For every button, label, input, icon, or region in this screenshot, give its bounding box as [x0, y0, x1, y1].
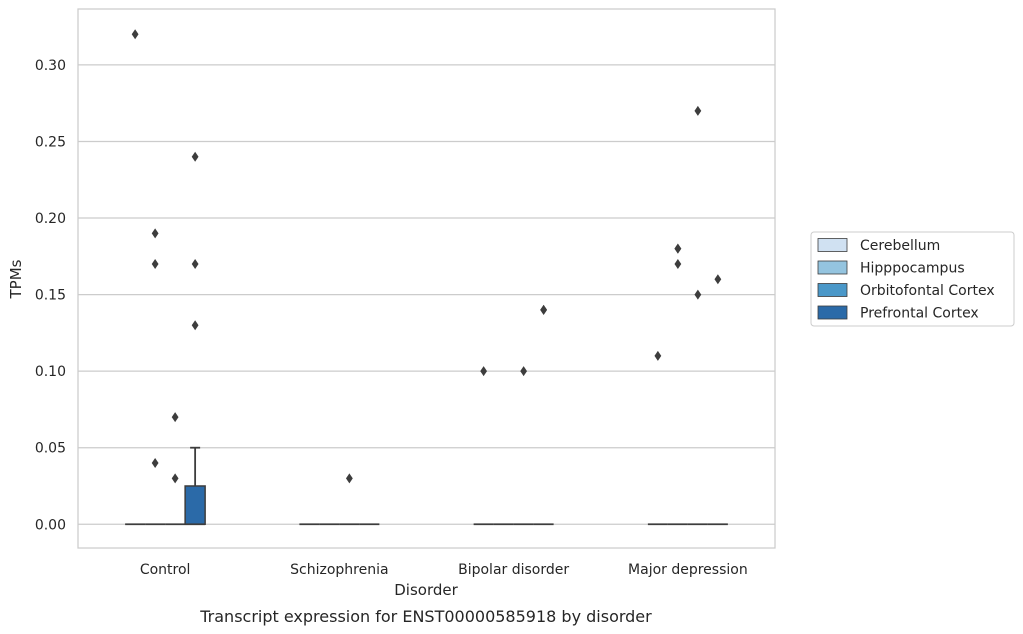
y-tick-label: 0.25: [35, 134, 66, 150]
y-tick-labels: 0.00 0.05 0.10 0.15 0.20 0.25 0.30: [35, 58, 66, 533]
y-tick-label: 0.05: [35, 441, 66, 457]
plot-background: [78, 9, 775, 548]
legend-swatch: [817, 238, 848, 252]
outlier-point: [345, 473, 353, 484]
y-axis-title: TPMs: [7, 259, 25, 299]
x-tick-label: Schizophrenia: [290, 562, 388, 578]
box-group: [667, 243, 688, 526]
outlier-point: [520, 366, 528, 377]
y-tick-label: 0.15: [35, 288, 66, 304]
outlier-point: [151, 458, 159, 469]
box-group: [647, 350, 668, 526]
outlier-point: [714, 274, 722, 285]
legend-frame: [810, 231, 1015, 327]
outlier-point: [131, 29, 139, 40]
x-tick-labels: Control Schizophrenia Bipolar disorder Majo…: [140, 562, 748, 578]
outlier-point: [674, 243, 682, 254]
legend-swatch: [817, 260, 848, 275]
x-tick-label: Major depression: [628, 562, 748, 578]
box-group: [339, 473, 360, 526]
outlier-point: [540, 304, 548, 315]
x-tick-label: Bipolar disorder: [458, 562, 569, 578]
legend-swatch: [817, 305, 848, 320]
legend-swatch: [817, 283, 848, 297]
y-tick-label: 0.00: [35, 517, 66, 533]
legend-label: Cerebellum: [860, 238, 940, 254]
box-series: [125, 29, 728, 526]
outlier-point: [191, 151, 199, 162]
box-group: [125, 29, 146, 526]
legend-label: Hipppocampus: [860, 261, 965, 277]
y-tick-label: 0.30: [35, 58, 66, 74]
x-tick-label: Control: [140, 562, 191, 578]
outlier-point: [674, 258, 682, 269]
box-group: [513, 366, 534, 526]
box-body: [184, 485, 206, 526]
box-group: [533, 304, 554, 526]
legend-label: Orbitofontal Cortex: [860, 283, 995, 299]
y-tick-label: 0.10: [35, 364, 66, 380]
outlier-point: [151, 228, 159, 239]
box-group: [184, 151, 206, 526]
outlier-point: [480, 366, 488, 377]
outlier-point: [694, 105, 702, 116]
box-group: [473, 366, 494, 526]
outlier-point: [171, 473, 179, 484]
outlier-point: [171, 412, 179, 423]
outlier-point: [151, 258, 159, 269]
chart-caption: Transcript expression for ENST0000058591…: [199, 607, 652, 626]
outlier-point: [694, 289, 702, 300]
box-group: [687, 105, 708, 526]
outlier-point: [654, 350, 662, 361]
plot-frame: [77, 8, 776, 549]
box-group: [145, 228, 166, 526]
outlier-point: [191, 258, 199, 269]
box-group: [707, 274, 728, 526]
legend-label: Prefrontal Cortex: [860, 306, 979, 322]
outlier-point: [191, 320, 199, 331]
legend: Cerebellum Hipppocampus Orbitofontal Corte…: [810, 231, 1015, 327]
x-axis-title: Disorder: [394, 581, 458, 599]
y-tick-label: 0.20: [35, 211, 66, 227]
box-group: [165, 412, 186, 526]
